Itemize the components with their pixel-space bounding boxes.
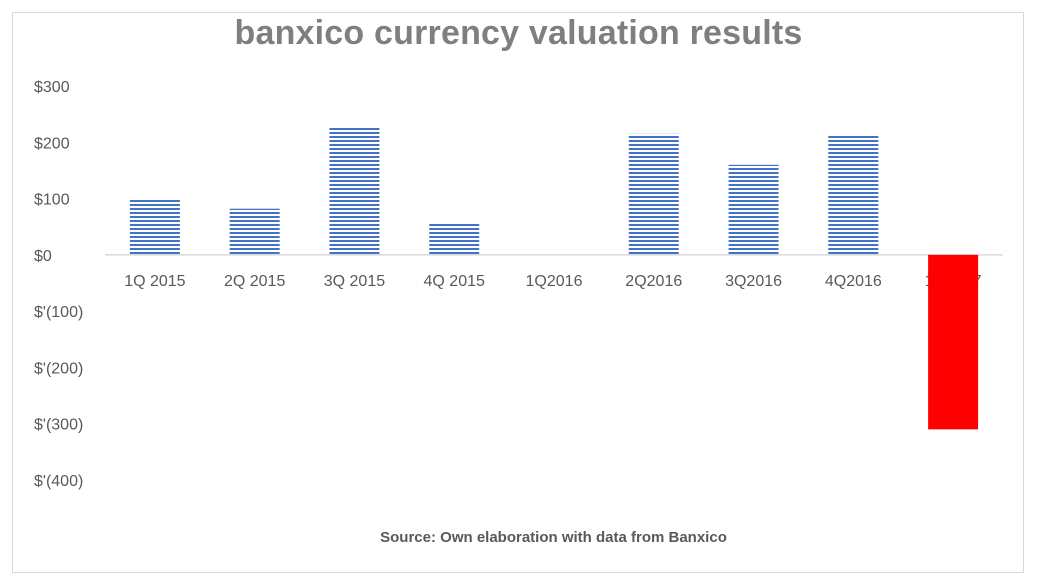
y-tick-label: $'(200) [34, 360, 83, 377]
y-tick-label: $0 [34, 248, 52, 265]
y-tick-label: $'(100) [34, 304, 83, 321]
bar-4q2015 [429, 222, 480, 255]
chart-title: banxico currency valuation results [234, 14, 803, 52]
chart-source: Source: Own elaboration with data from B… [380, 529, 727, 546]
y-tick-label: $300 [34, 79, 70, 96]
x-category-label: 2Q 2015 [224, 273, 285, 290]
bar-2q2016 [628, 133, 679, 255]
bar-1q2017 [928, 254, 979, 430]
x-category-label: 1Q2016 [526, 273, 583, 290]
x-category-label: 1Q 2015 [124, 273, 185, 290]
bar-3q2015 [329, 126, 380, 255]
x-category-label: 4Q 2015 [424, 273, 485, 290]
y-tick-label: $100 [34, 192, 70, 209]
x-category-label: 2Q2016 [625, 273, 682, 290]
bar-3q2016 [728, 164, 779, 255]
bar-4q2016 [828, 134, 879, 255]
y-tick-label: $200 [34, 135, 70, 152]
bar-1q2015 [129, 198, 180, 255]
x-category-label: 3Q 2015 [324, 273, 385, 290]
bar-2q2015 [229, 208, 280, 255]
chart-frame [12, 12, 1024, 573]
y-tick-label: $'(300) [34, 417, 83, 434]
x-category-label: 4Q2016 [825, 273, 882, 290]
y-tick-label: $'(400) [34, 473, 83, 490]
x-category-label: 3Q2016 [725, 273, 782, 290]
